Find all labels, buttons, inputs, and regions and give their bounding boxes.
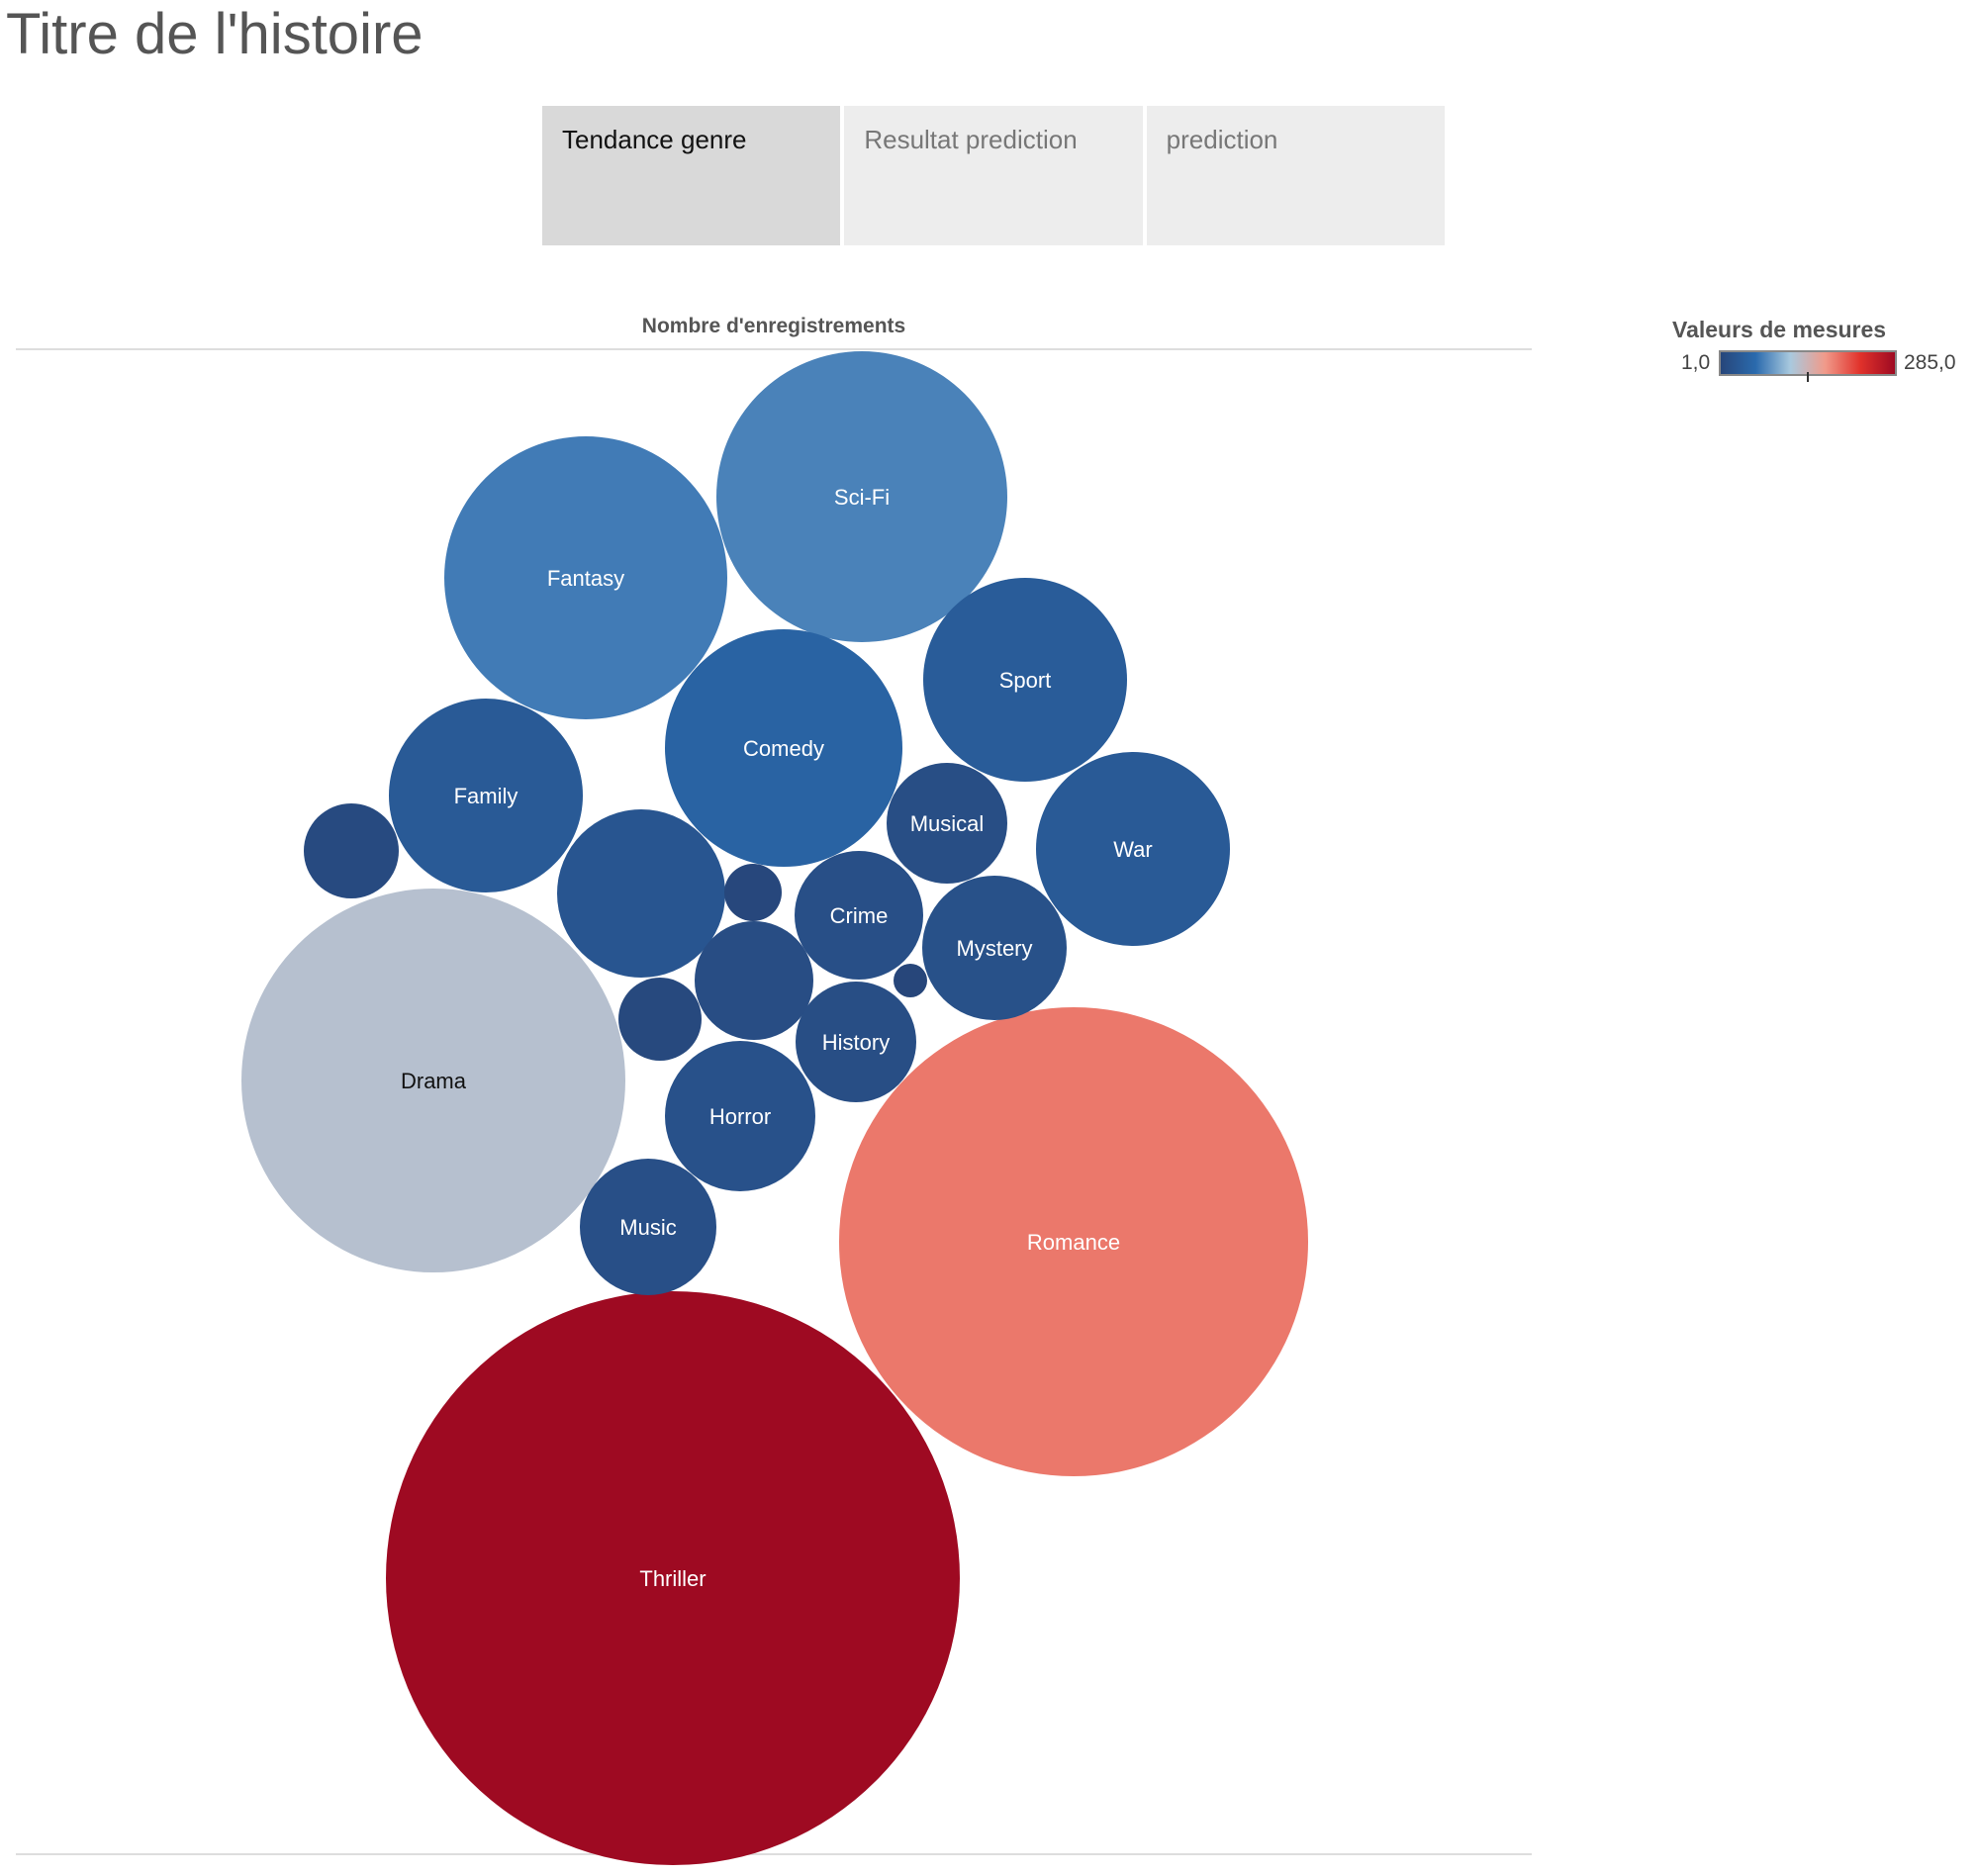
legend-center-tick xyxy=(1807,372,1809,382)
bubble-label-mystery: Mystery xyxy=(957,936,1033,961)
tab-prediction[interactable]: prediction xyxy=(1146,106,1445,245)
bubble-romance[interactable] xyxy=(839,1007,1308,1476)
legend-title: Valeurs de mesures xyxy=(1672,317,1887,342)
bubble-music[interactable] xyxy=(580,1159,716,1295)
bubble-label-family: Family xyxy=(454,784,518,808)
bubble-label-fantasy: Fantasy xyxy=(547,566,624,591)
tab-resultat-prediction[interactable]: Resultat prediction xyxy=(844,106,1143,245)
chart-bottom-divider xyxy=(16,1853,1532,1855)
bubble-unlabeled-16[interactable] xyxy=(695,921,813,1040)
bubble-mystery[interactable] xyxy=(922,876,1067,1020)
bubble-comedy[interactable] xyxy=(665,629,902,867)
legend-min-label: 1,0 xyxy=(1681,351,1711,374)
bubble-fantasy[interactable] xyxy=(444,436,727,719)
chart-top-divider xyxy=(16,348,1532,350)
bubble-label-horror: Horror xyxy=(709,1104,771,1129)
bubble-musical[interactable] xyxy=(887,763,1007,884)
bubble-sport[interactable] xyxy=(923,578,1127,782)
bubble-label-war: War xyxy=(1113,837,1153,862)
bubble-label-romance: Romance xyxy=(1027,1230,1120,1255)
bubble-label-history: History xyxy=(822,1030,890,1055)
bubble-unlabeled-19[interactable] xyxy=(724,864,782,921)
bubble-label-drama: Drama xyxy=(401,1069,467,1093)
bubble-crime[interactable] xyxy=(795,851,923,980)
tab-tendance-genre[interactable]: Tendance genre xyxy=(542,106,841,245)
bubble-history[interactable] xyxy=(796,982,916,1102)
bubble-sci-fi[interactable] xyxy=(716,351,1007,642)
bubble-war[interactable] xyxy=(1036,752,1230,946)
bubble-thriller[interactable] xyxy=(386,1291,960,1865)
story-title: Titre de l'histoire xyxy=(6,2,424,66)
bubble-label-musical: Musical xyxy=(910,811,985,836)
story-tabs: Tendance genre Resultat prediction predi… xyxy=(542,106,1445,245)
bubble-label-sci-fi: Sci-Fi xyxy=(834,485,890,510)
bubble-label-sport: Sport xyxy=(999,668,1052,693)
bubble-label-music: Music xyxy=(619,1215,676,1240)
bubble-label-comedy: Comedy xyxy=(743,736,824,761)
bubble-horror[interactable] xyxy=(665,1041,815,1191)
bubble-label-crime: Crime xyxy=(830,903,889,928)
bubble-label-thriller: Thriller xyxy=(639,1566,706,1591)
bubble-drama[interactable] xyxy=(241,889,625,1272)
bubble-unlabeled-9[interactable] xyxy=(557,809,725,978)
legend-max-label: 285,0 xyxy=(1904,351,1956,374)
chart-title: Nombre d'enregistrements xyxy=(641,315,906,337)
bubble-family[interactable] xyxy=(389,699,583,892)
bubble-unlabeled-20[interactable] xyxy=(894,964,927,997)
bubble-unlabeled-17[interactable] xyxy=(304,803,399,898)
bubble-unlabeled-18[interactable] xyxy=(618,978,702,1061)
